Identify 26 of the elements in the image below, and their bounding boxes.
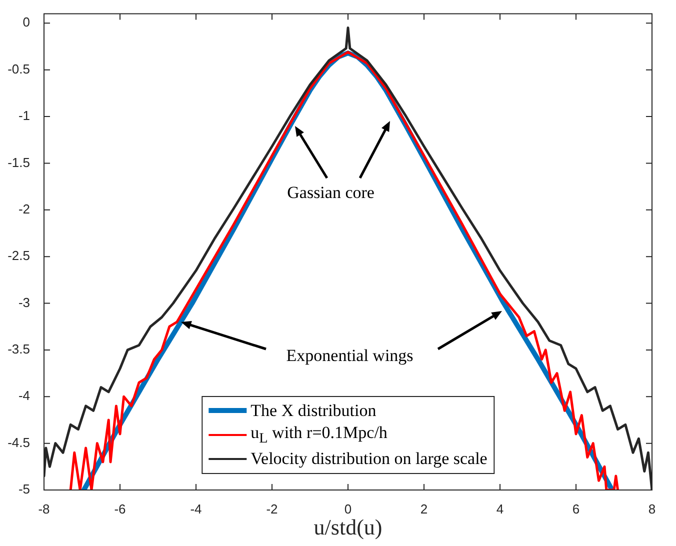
legend-label: u$_{L}$ with r=0.1Mpc/h <box>250 422 388 448</box>
x-tick-label: -2 <box>266 501 278 516</box>
y-tick-label: -4 <box>18 388 30 404</box>
annotation: Exponential wings <box>286 346 414 366</box>
y-tick-label: -1 <box>18 108 30 124</box>
annotation: Gassian core <box>287 182 374 203</box>
legend-label: Velocity distribution on large scale <box>250 448 488 469</box>
x-tick-label: -8 <box>38 501 50 516</box>
x-tick-label: 4 <box>496 501 504 516</box>
y-tick-label: -4.5 <box>8 434 30 450</box>
x-tick-label: 8 <box>648 501 656 516</box>
x-tick-label: -4 <box>190 501 202 516</box>
y-tick-label: -0.5 <box>8 61 30 76</box>
x-tick-label: 2 <box>420 501 428 516</box>
y-tick-label: -2 <box>18 201 30 216</box>
y-tick-label: -2.5 <box>8 248 30 264</box>
x-tick-label: -6 <box>114 501 126 516</box>
y-tick-label: -5 <box>18 482 30 497</box>
y-tick-label: -1.5 <box>8 154 30 170</box>
x-tick-label: 6 <box>572 501 580 516</box>
x-axis-title: u/std(u) <box>314 514 382 540</box>
y-tick-label: -3.5 <box>8 342 30 357</box>
legend-label: The X distribution <box>250 400 376 421</box>
x-tick-label: 0 <box>344 501 352 516</box>
y-tick-label: 0 <box>22 14 30 30</box>
y-tick-label: -3 <box>18 294 30 310</box>
